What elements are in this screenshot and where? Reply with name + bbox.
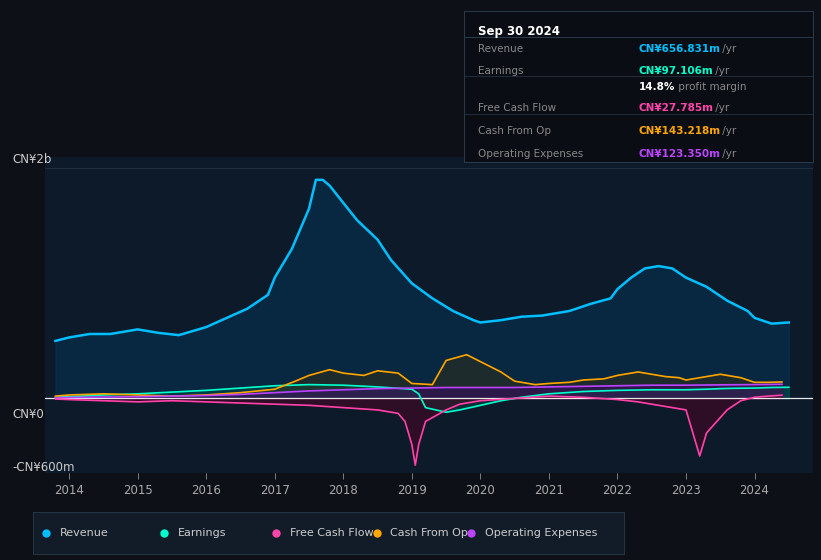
- Text: Sep 30 2024: Sep 30 2024: [478, 25, 560, 38]
- Text: /yr: /yr: [712, 104, 729, 114]
- Text: /yr: /yr: [719, 126, 736, 136]
- Text: /yr: /yr: [712, 66, 729, 76]
- Text: profit margin: profit margin: [675, 82, 746, 92]
- Text: Cash From Op: Cash From Op: [478, 126, 551, 136]
- Text: Operating Expenses: Operating Expenses: [478, 149, 583, 159]
- Text: Free Cash Flow: Free Cash Flow: [478, 104, 556, 114]
- Text: /yr: /yr: [719, 149, 736, 159]
- Text: CN¥656.831m: CN¥656.831m: [639, 44, 720, 54]
- Text: Cash From Op: Cash From Op: [391, 529, 468, 538]
- Text: Free Cash Flow: Free Cash Flow: [290, 529, 374, 538]
- Text: Earnings: Earnings: [177, 529, 226, 538]
- Text: CN¥27.785m: CN¥27.785m: [639, 104, 713, 114]
- Text: CN¥0: CN¥0: [12, 408, 44, 421]
- Text: Operating Expenses: Operating Expenses: [485, 529, 598, 538]
- Text: Earnings: Earnings: [478, 66, 523, 76]
- Text: Revenue: Revenue: [59, 529, 108, 538]
- Text: CN¥2b: CN¥2b: [12, 153, 52, 166]
- Text: CN¥123.350m: CN¥123.350m: [639, 149, 720, 159]
- Text: /yr: /yr: [719, 44, 736, 54]
- Text: -CN¥600m: -CN¥600m: [12, 461, 75, 474]
- Text: 14.8%: 14.8%: [639, 82, 675, 92]
- Text: CN¥97.106m: CN¥97.106m: [639, 66, 713, 76]
- Text: Revenue: Revenue: [478, 44, 523, 54]
- Text: CN¥143.218m: CN¥143.218m: [639, 126, 721, 136]
